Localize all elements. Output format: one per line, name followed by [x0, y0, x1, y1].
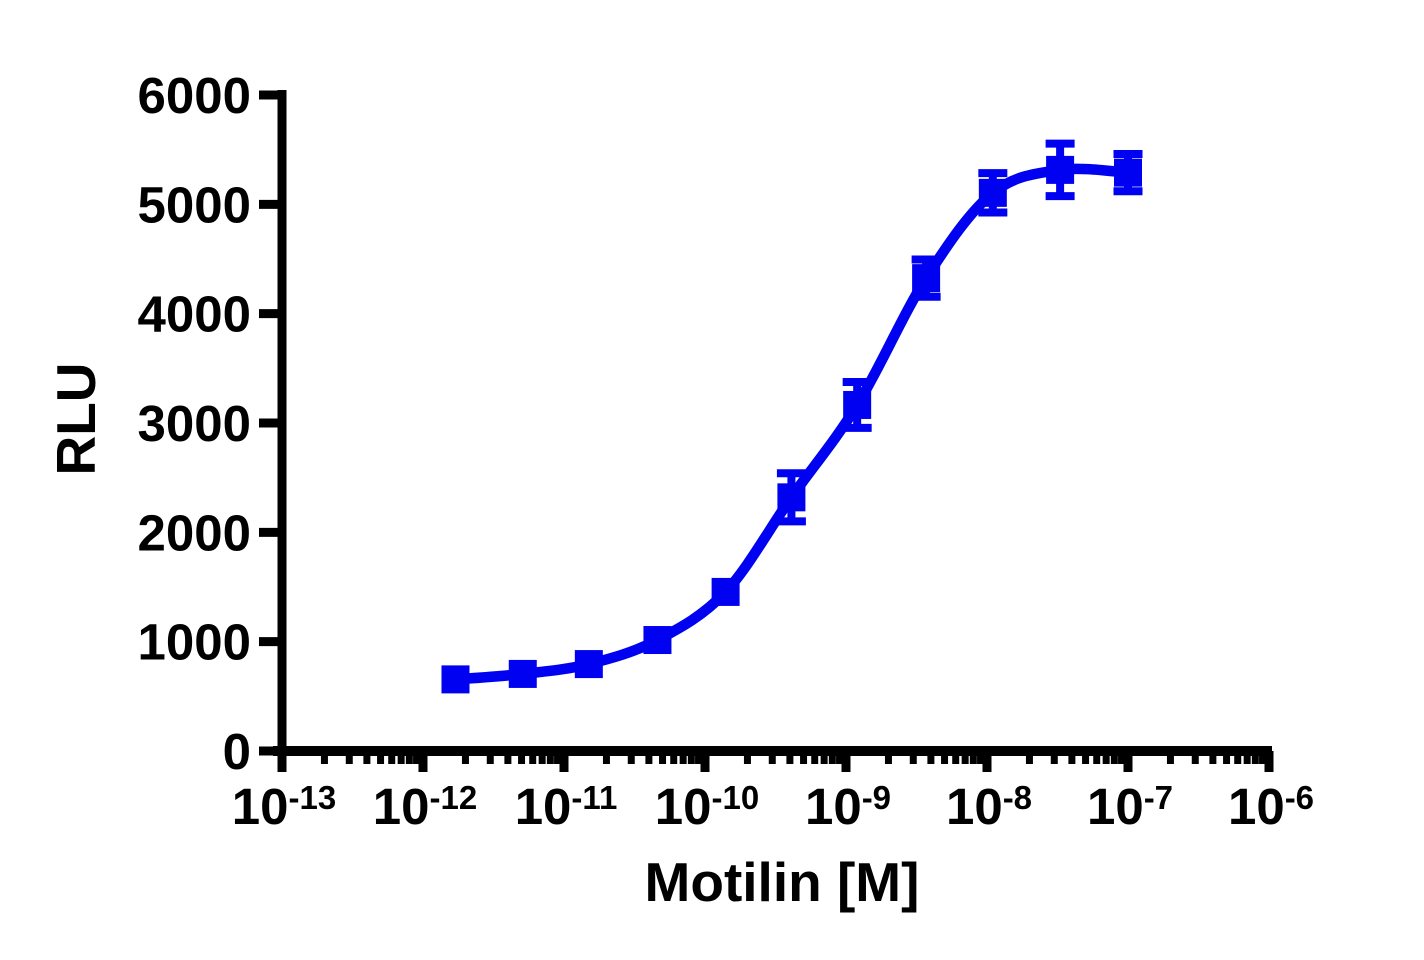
y-tick-label: 2000: [138, 504, 251, 561]
x-tick-label: 10-8: [946, 778, 1032, 835]
data-point: [843, 390, 872, 419]
data-point: [574, 650, 603, 679]
y-tick-label: 5000: [138, 176, 251, 233]
y-axis-title: RLU: [45, 362, 107, 475]
data-point: [777, 483, 806, 512]
x-axis-title: Motilin [M]: [645, 851, 920, 913]
tick-labels: 0 1000 2000 3000 4000 5000 6000 10-13 10-12 10-11…: [138, 67, 1315, 835]
x-tick-label: 10-7: [1087, 778, 1173, 835]
x-tick-label: 10-12: [373, 778, 477, 835]
x-tick-label: 10-13: [232, 778, 336, 835]
y-tick-label: 4000: [138, 286, 251, 343]
data-series: [441, 139, 1143, 694]
x-tick-label: 10-11: [515, 778, 618, 835]
data-point: [978, 178, 1007, 207]
data-point: [711, 577, 740, 606]
data-point: [1046, 155, 1075, 184]
y-tick-label: 0: [223, 723, 251, 780]
data-point: [1114, 158, 1142, 187]
data-point: [508, 659, 537, 688]
x-tick-label: 10-10: [655, 778, 759, 835]
data-point: [912, 264, 941, 293]
data-point: [643, 626, 672, 655]
y-tick-label: 1000: [138, 614, 251, 671]
data-point: [441, 665, 470, 694]
fit-curve: [450, 163, 1134, 685]
x-tick-label: 10-6: [1228, 778, 1314, 835]
tick-marks: [259, 90, 1274, 772]
x-tick-label: 10-9: [805, 778, 891, 835]
y-tick-label: 3000: [138, 395, 251, 452]
y-tick-label: 6000: [138, 67, 251, 124]
